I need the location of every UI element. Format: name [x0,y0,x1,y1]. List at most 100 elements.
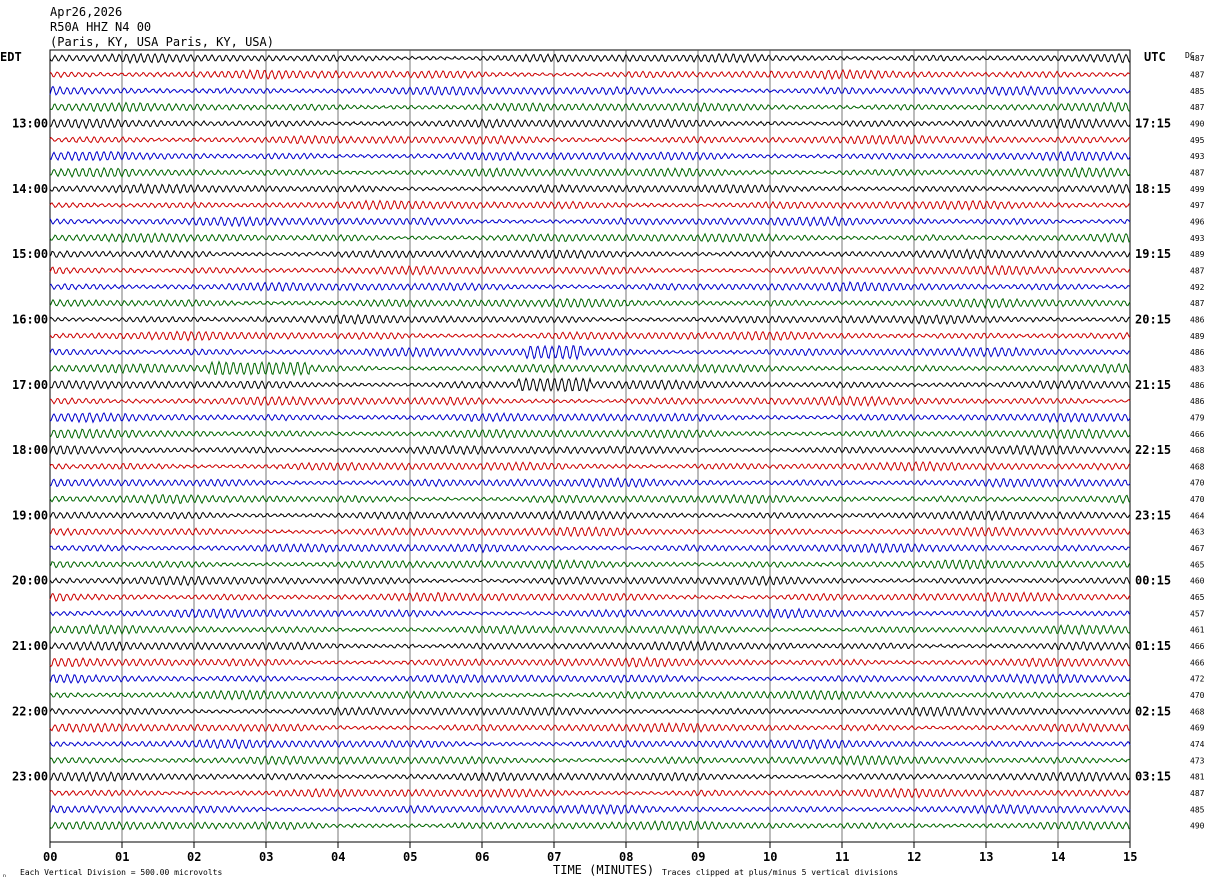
dc-value: 463 [1190,528,1205,537]
dc-value: 493 [1190,152,1205,161]
dc-value: 467 [1190,544,1205,553]
seismic-trace-line [49,248,1131,260]
dc-value: 487 [1190,54,1205,63]
seismic-trace-line [49,52,1131,65]
dc-value: 460 [1190,577,1205,586]
dc-value: 466 [1190,658,1205,667]
x-tick-label: 08 [619,850,633,864]
seismic-trace-line [49,232,1131,244]
dc-value: 487 [1190,266,1205,275]
x-tick-label: 00 [43,850,57,864]
x-tick-label: 10 [763,850,777,864]
left-hour-label: 22:00 [12,704,48,718]
dc-value: 493 [1190,234,1205,243]
seismic-trace-line [49,428,1131,440]
dc-value: 474 [1190,740,1205,749]
x-axis-ticks: 00 01 02 03 04 05 06 07 08 09 10 11 12 13 14 15 [43,842,1137,864]
x-tick-label: 05 [403,850,417,864]
seismic-trace-line [49,150,1131,162]
left-hour-label: 16:00 [12,312,48,326]
seismic-trace-line [49,607,1131,620]
dc-value: 473 [1190,756,1205,765]
seismic-trace-line [49,166,1131,179]
seismic-trace-line [49,509,1131,522]
x-tick-label: 03 [259,850,273,864]
x-tick-label: 06 [475,850,489,864]
dc-value: 485 [1190,87,1205,96]
clip-note: Traces clipped at plus/minus 5 vertical … [662,868,898,877]
seismic-trace-line [49,689,1131,701]
right-hour-label: 18:15 [1135,182,1171,196]
seismic-trace-line [49,542,1131,554]
left-hour-label: 19:00 [12,508,48,522]
dc-value: 470 [1190,691,1205,700]
dc-value: 479 [1190,413,1205,422]
dc-value: 487 [1190,299,1205,308]
seismic-trace-line [49,738,1131,750]
footer-corner-mark: ₙ [2,870,7,879]
seismic-trace-line [49,705,1131,718]
seismic-trace-line [49,330,1131,342]
seismic-trace-line [49,313,1131,325]
seismic-trace-line [49,118,1131,130]
right-hour-label: 23:15 [1135,508,1171,522]
seismic-trace-line [49,183,1131,195]
header-location: (Paris, KY, USA Paris, KY, USA) [50,35,274,49]
right-hour-label: 02:15 [1135,704,1171,718]
dc-value: 487 [1190,789,1205,798]
seismic-trace-line [49,264,1131,276]
seismic-trace-line [49,376,1131,393]
seismic-trace-line [49,297,1131,309]
seismic-trace-line [49,623,1131,636]
left-hour-label: 17:00 [12,378,48,392]
seismic-trace-line [49,395,1131,407]
right-hour-label: 01:15 [1135,639,1171,653]
x-tick-label: 11 [835,850,849,864]
dc-value: 468 [1190,462,1205,471]
left-hour-label: 21:00 [12,639,48,653]
left-hour-label: 23:00 [12,770,48,784]
right-hour-label: 00:15 [1135,574,1171,588]
x-tick-label: 02 [187,850,201,864]
dc-value: 495 [1190,136,1205,145]
left-hour-labels: 13:00 14:00 15:00 16:00 17:00 18:00 19:00 20:00… [12,116,48,783]
scale-note: Each Vertical Division = 500.00 microvol… [20,868,222,877]
dc-label: DC [1185,51,1195,60]
dc-value: 499 [1190,185,1205,194]
header-station: R50A HHZ N4 00 [50,20,151,34]
seismic-trace-line [49,199,1131,211]
x-tick-label: 07 [547,850,561,864]
dc-value: 487 [1190,70,1205,79]
seismic-trace-line [49,68,1131,81]
seismic-trace-line [49,101,1131,113]
left-hour-label: 13:00 [12,116,48,130]
seismic-trace-line [49,215,1131,228]
seismic-trace-line [49,673,1131,685]
left-hour-label: 20:00 [12,574,48,588]
left-hour-label: 14:00 [12,182,48,196]
right-hour-label: 20:15 [1135,312,1171,326]
dc-value: 492 [1190,283,1205,292]
dc-value: 465 [1190,560,1205,569]
dc-value: 490 [1190,119,1205,128]
seismic-trace-line [49,656,1131,668]
right-hour-label: 22:15 [1135,443,1171,457]
dc-value: 466 [1190,430,1205,439]
seismic-trace-line [49,754,1131,766]
seismic-trace-line [49,460,1131,472]
dc-value: 466 [1190,642,1205,651]
dc-value: 486 [1190,397,1205,406]
right-hour-labels: 17:15 18:15 19:15 20:15 21:15 22:15 23:15 00:15… [1135,116,1171,783]
seismic-trace-line [49,575,1131,587]
seismic-trace-line [49,85,1131,97]
seismic-trace-line [49,591,1131,603]
dc-value: 486 [1190,348,1205,357]
header-date: Apr26,2026 [50,5,122,19]
dc-value: 457 [1190,609,1205,618]
seismic-trace-line [49,771,1131,783]
seismic-trace-line [49,412,1131,424]
x-tick-label: 04 [331,850,345,864]
dc-value: 470 [1190,479,1205,488]
seismic-trace-line [49,721,1131,734]
